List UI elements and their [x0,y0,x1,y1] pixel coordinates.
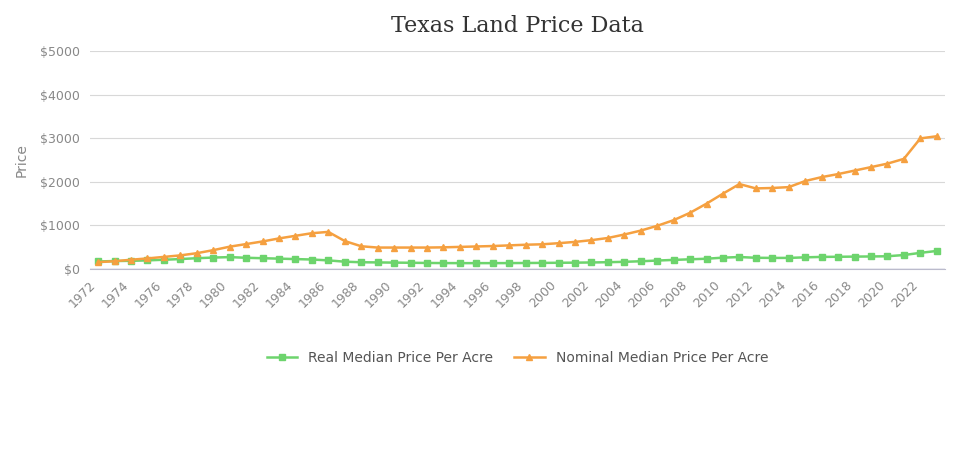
Nominal Median Price Per Acre [602,235,613,241]
Real Median Price Per Acre [158,257,170,263]
Real Median Price Per Acre [503,260,515,266]
Nominal Median Price Per Acre [92,259,104,265]
Real Median Price Per Acre [92,259,104,265]
Title: Texas Land Price Data: Texas Land Price Data [391,15,644,37]
Line: Nominal Median Price Per Acre: Nominal Median Price Per Acre [95,133,940,265]
Nominal Median Price Per Acre [635,228,646,234]
Y-axis label: Price: Price [15,143,29,177]
Nominal Median Price Per Acre [487,243,498,249]
Real Median Price Per Acre [618,259,630,265]
Real Median Price Per Acre [388,260,399,265]
Real Median Price Per Acre [881,253,893,259]
Nominal Median Price Per Acre [388,245,399,250]
Real Median Price Per Acre [454,260,466,266]
Line: Real Median Price Per Acre: Real Median Price Per Acre [95,248,940,266]
Real Median Price Per Acre [931,248,943,254]
Nominal Median Price Per Acre [158,254,170,260]
Real Median Price Per Acre [652,258,663,264]
Nominal Median Price Per Acre [865,164,876,170]
Nominal Median Price Per Acre [931,133,943,139]
Legend: Real Median Price Per Acre, Nominal Median Price Per Acre: Real Median Price Per Acre, Nominal Medi… [261,345,774,371]
